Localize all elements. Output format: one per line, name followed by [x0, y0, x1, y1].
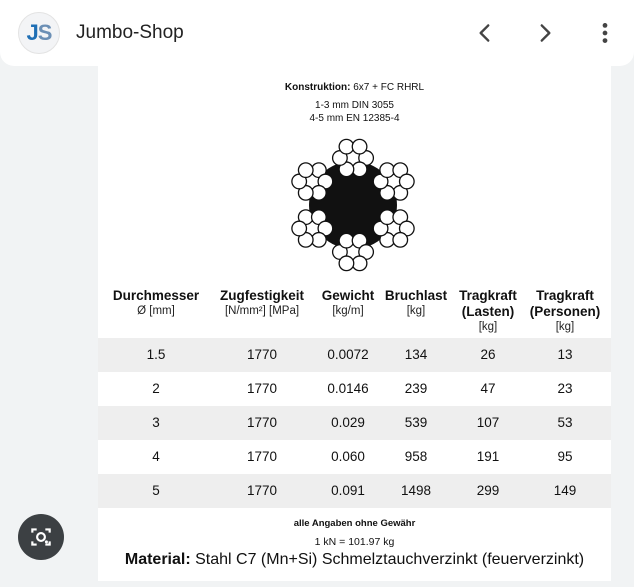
header-title: Bruchlast: [384, 288, 448, 303]
rope-wire: [379, 209, 396, 226]
cell-gewicht: 0.029: [331, 415, 365, 430]
cell-gewicht: 0.0072: [327, 347, 369, 362]
header-tragkraft-personen: Tragkraft (Personen) [kg]: [526, 288, 604, 335]
cell-durchmesser: 2: [152, 381, 160, 396]
rope-strand: [331, 138, 375, 178]
norm-line-2: 4-5 mm EN 12385-4: [309, 113, 400, 124]
header-tragkraft-lasten: Tragkraft (Lasten) [kg]: [450, 288, 526, 335]
rope-wire: [351, 255, 368, 272]
site-name: Jumbo-Shop: [76, 22, 184, 43]
header-title: Zugfestigkeit: [219, 288, 304, 303]
header-gewicht: Gewicht [kg/m]: [314, 288, 382, 319]
header-durchmesser: Durchmesser Ø [mm]: [102, 288, 210, 319]
cell-bruchlast: 1498: [400, 483, 432, 498]
rope-wire: [338, 138, 355, 155]
rope-wire: [310, 184, 327, 201]
rope-wire: [338, 255, 355, 272]
product-image: Konstruktion: 6x7 + FC RHRL 1-3 mm DIN 3…: [98, 66, 611, 581]
construction-value: 6x7 + FC RHRL: [353, 82, 425, 93]
cell-tragkraft-personen: 13: [557, 347, 573, 362]
table-row: 2 1770 0.0146 239 47 23: [98, 372, 611, 406]
forward-icon[interactable]: [532, 20, 558, 46]
header-title: Tragkraft (Personen): [529, 288, 601, 319]
rope-wire: [392, 231, 409, 248]
cell-durchmesser: 4: [152, 449, 160, 464]
header-unit: [kg/m]: [332, 305, 364, 317]
rope-wire: [310, 231, 327, 248]
rope-strand: [331, 232, 375, 272]
rope-strand: [372, 209, 415, 248]
cell-tragkraft-personen: 95: [557, 449, 573, 464]
rope-wire: [291, 220, 308, 237]
rope-wire: [338, 232, 355, 249]
rope-strand: [291, 209, 334, 248]
header-title: Tragkraft (Lasten): [459, 288, 517, 319]
header-zugfestigkeit: Zugfestigkeit [N/mm²] [MPa]: [210, 288, 314, 319]
rope-strand: [372, 162, 415, 201]
lens-icon: [31, 528, 51, 546]
cell-tragkraft-personen: 53: [557, 415, 573, 430]
logo-letter-j: J: [26, 20, 39, 45]
rope-cross-section-diagram: [291, 138, 415, 272]
cell-tragkraft-lasten: 299: [476, 483, 500, 498]
cell-tragkraft-lasten: 47: [480, 381, 496, 396]
header-title: Durchmesser: [112, 288, 200, 303]
cell-zugfestigkeit: 1770: [246, 415, 278, 430]
header-unit: [kg]: [406, 305, 426, 317]
cell-tragkraft-personen: 149: [553, 483, 577, 498]
cell-tragkraft-lasten: 107: [476, 415, 500, 430]
cell-durchmesser: 1.5: [146, 347, 166, 362]
cell-gewicht: 0.060: [331, 449, 365, 464]
table-row: 5 1770 0.091 1498 299 149: [98, 474, 611, 508]
cell-durchmesser: 5: [152, 483, 160, 498]
cell-bruchlast: 539: [404, 415, 428, 430]
header-unit: [kg]: [555, 321, 575, 333]
material-value: Stahl C7 (Mn+Si) Schmelztauchverzinkt (f…: [195, 551, 585, 568]
cell-bruchlast: 239: [404, 381, 428, 396]
table-row: 3 1770 0.029 539 107 53: [98, 406, 611, 440]
cell-durchmesser: 3: [152, 415, 160, 430]
rope-wire: [297, 162, 314, 179]
rope-strand: [291, 162, 334, 201]
construction-label: Konstruktion:: [284, 82, 351, 93]
table-row: 1.5 1770 0.0072 134 26 13: [98, 338, 611, 372]
rope-wire: [398, 173, 415, 190]
cell-bruchlast: 958: [404, 449, 428, 464]
cell-zugfestigkeit: 1770: [246, 347, 278, 362]
header-title: Gewicht: [321, 288, 375, 303]
cell-bruchlast: 134: [404, 347, 428, 362]
rope-wire: [379, 162, 396, 179]
conversion-text: 1 kN = 101.97 kg: [314, 536, 395, 548]
rope-wire: [351, 161, 368, 178]
construction-line: Konstruktion: 6x7 + FC RHRL: [98, 82, 611, 93]
rope-wire: [351, 138, 368, 155]
material-line: Material: Stahl C7 (Mn+Si) Schmelztauchv…: [98, 551, 611, 569]
cell-zugfestigkeit: 1770: [246, 449, 278, 464]
cell-tragkraft-personen: 23: [557, 381, 573, 396]
lens-button[interactable]: [18, 514, 64, 560]
cell-zugfestigkeit: 1770: [246, 483, 278, 498]
material-label: Material:: [124, 551, 191, 568]
header-unit: [kg]: [478, 321, 498, 333]
header-bruchlast: Bruchlast [kg]: [382, 288, 450, 319]
cell-gewicht: 0.0146: [327, 381, 369, 396]
disclaimer-text: alle Angaben ohne Gewähr: [293, 518, 416, 529]
cell-gewicht: 0.091: [331, 483, 365, 498]
logo-letter-s: S: [37, 20, 53, 45]
more-vert-icon[interactable]: [592, 20, 618, 46]
cell-zugfestigkeit: 1770: [246, 381, 278, 396]
header-unit: Ø [mm]: [137, 305, 175, 317]
cell-tragkraft-lasten: 26: [480, 347, 496, 362]
back-icon[interactable]: [472, 20, 498, 46]
header-unit: [N/mm²] [MPa]: [224, 305, 300, 317]
table-row: 4 1770 0.060 958 191 95: [98, 440, 611, 474]
cell-tragkraft-lasten: 191: [476, 449, 500, 464]
norm-line-1: 1-3 mm DIN 3055: [315, 100, 394, 111]
